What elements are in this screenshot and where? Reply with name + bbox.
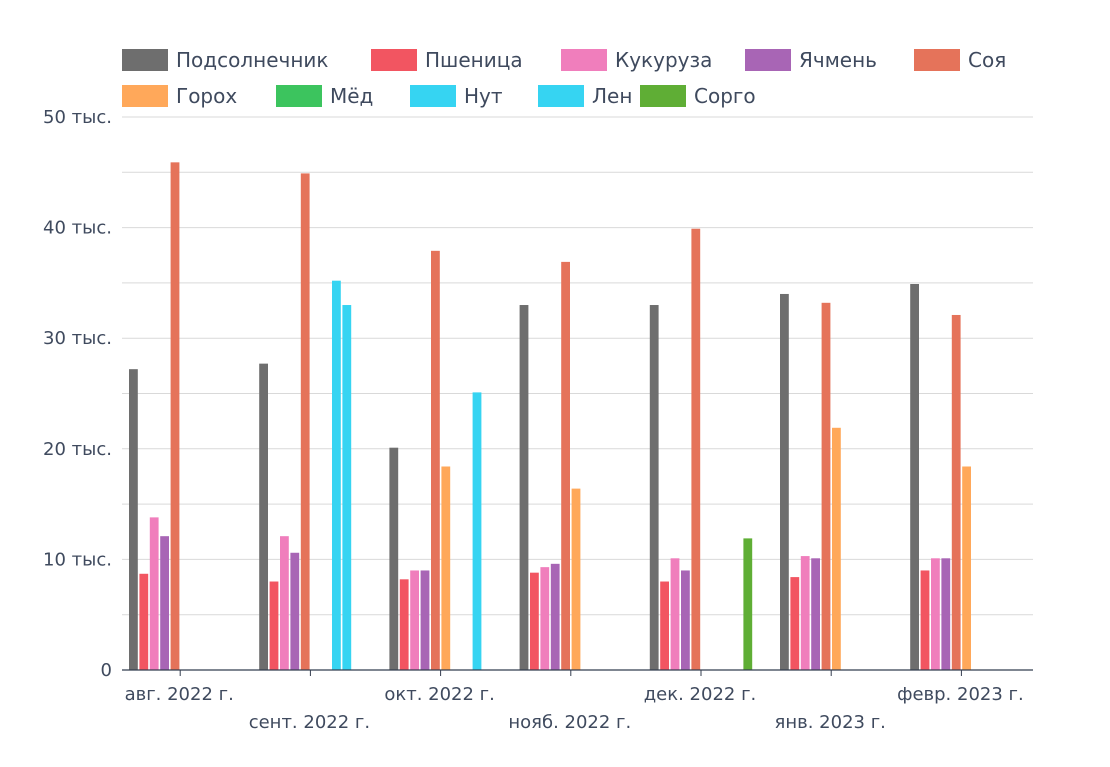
bar [571,488,581,670]
legend-label: Ячмень [799,48,877,72]
legend-swatch [276,85,322,107]
bars [129,162,971,671]
legend-swatch [122,85,168,107]
legend-item: Сорго [640,84,756,108]
bar [780,293,789,670]
bar [290,552,300,670]
x-tick-label: нояб. 2022 г. [508,712,631,733]
x-tick-label: окт. 2022 г. [384,684,495,705]
grid [122,116,1033,616]
bar [472,392,482,670]
bar [259,363,268,670]
bar [550,563,560,670]
y-tick-label: 10 тыс. [43,549,112,570]
x-tick-label: дек. 2022 г. [644,684,757,705]
bar [790,577,800,670]
x-tick-label: янв. 2023 г. [775,712,886,733]
axis: 0 10 тыс. 20 тыс. 30 тыс. 40 тыс. 50 тыс. авг.… [43,107,1033,733]
bar [920,570,930,670]
bar [832,427,841,670]
bar [530,572,539,670]
legend: Подсолнечник Пшеница Кукуруза Ячмень Соя Горо… [122,48,1006,108]
bar [561,261,570,670]
legend-item: Соя [914,48,1006,72]
bar [910,284,919,670]
bar [951,314,961,670]
legend-label: Кукуруза [615,48,712,72]
legend-label: Горох [176,84,237,108]
bar [962,466,971,670]
legend-swatch [561,49,607,71]
legend-label: Нут [464,84,503,108]
bar [660,581,669,670]
legend-item: Мёд [276,84,373,108]
bar [441,466,451,670]
legend-label: Пшеница [425,48,523,72]
legend-swatch [410,85,456,107]
bar [691,228,701,670]
legend-label: Соя [968,48,1006,72]
bar [931,558,940,670]
bar [129,369,138,670]
legend-swatch [538,85,584,107]
y-tick-label: 30 тыс. [43,328,112,349]
legend-label: Лен [592,84,632,108]
legend-label: Подсолнечник [176,48,328,72]
legend-item: Кукуруза [561,48,712,72]
legend-item: Пшеница [371,48,523,72]
bar [800,556,810,670]
y-tick-label: 20 тыс. [43,439,112,460]
bar [821,302,831,670]
bar [280,536,289,670]
bar [170,162,180,670]
legend-swatch [122,49,168,71]
y-tick-label: 0 [101,660,112,681]
legend-swatch [914,49,960,71]
legend-item: Подсолнечник [122,48,328,72]
bar [519,305,529,670]
y-tick-label: 40 тыс. [43,218,112,239]
bar [420,570,430,670]
bar [811,558,820,670]
bar [410,570,419,670]
bar [681,570,690,670]
bar [300,173,310,670]
legend-item: Нут [410,84,503,108]
legend-swatch [745,49,791,71]
bar [342,305,352,670]
bar [431,250,440,671]
bar [743,538,753,670]
bar [540,567,550,670]
bar [149,517,159,670]
x-tick-label: авг. 2022 г. [125,684,234,705]
legend-item: Ячмень [745,48,877,72]
bar [160,536,169,670]
legend-item: Горох [122,84,237,108]
bar [670,558,680,670]
legend-item: Лен [538,84,632,108]
bar [649,305,659,670]
bar [139,573,149,670]
legend-swatch [371,49,417,71]
legend-label: Сорго [694,84,756,108]
x-tick-label: сент. 2022 г. [249,712,370,733]
bar [332,280,341,670]
x-tick-label: февр. 2023 г. [897,684,1024,705]
bar [941,558,951,670]
legend-swatch [640,85,686,107]
y-tick-label: 50 тыс. [43,107,112,128]
bar [389,447,399,670]
bar [399,579,409,670]
legend-label: Мёд [330,84,373,108]
bar [269,581,279,670]
